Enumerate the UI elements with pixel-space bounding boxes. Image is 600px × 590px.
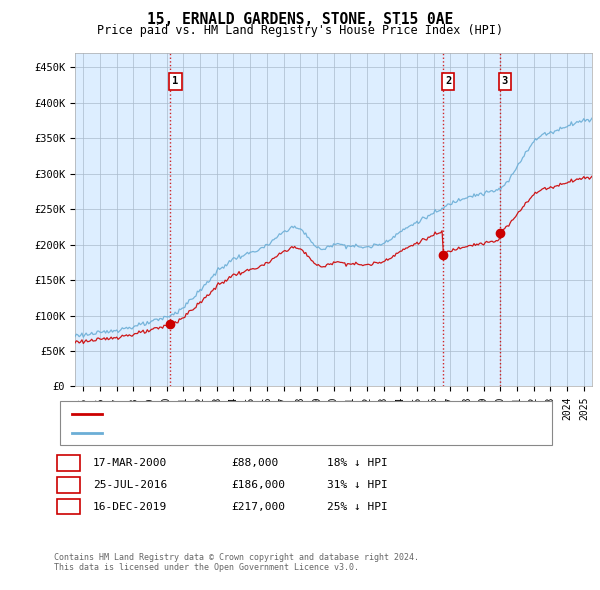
Text: 16-DEC-2019: 16-DEC-2019 — [93, 502, 167, 512]
Text: 2: 2 — [65, 480, 72, 490]
Text: £186,000: £186,000 — [231, 480, 285, 490]
Text: 2: 2 — [445, 77, 451, 87]
Text: 31% ↓ HPI: 31% ↓ HPI — [327, 480, 388, 490]
Text: 3: 3 — [65, 502, 72, 512]
Text: HPI: Average price, detached house, Stafford: HPI: Average price, detached house, Staf… — [111, 428, 386, 438]
Text: 1: 1 — [65, 458, 72, 468]
Text: This data is licensed under the Open Government Licence v3.0.: This data is licensed under the Open Gov… — [54, 563, 359, 572]
Text: 15, ERNALD GARDENS, STONE, ST15 0AE: 15, ERNALD GARDENS, STONE, ST15 0AE — [147, 12, 453, 27]
Text: 17-MAR-2000: 17-MAR-2000 — [93, 458, 167, 468]
Text: 1: 1 — [172, 77, 178, 87]
Text: 25% ↓ HPI: 25% ↓ HPI — [327, 502, 388, 512]
Text: Price paid vs. HM Land Registry's House Price Index (HPI): Price paid vs. HM Land Registry's House … — [97, 24, 503, 37]
Text: £88,000: £88,000 — [231, 458, 278, 468]
Text: 18% ↓ HPI: 18% ↓ HPI — [327, 458, 388, 468]
Text: 15, ERNALD GARDENS, STONE, ST15 0AE (detached house): 15, ERNALD GARDENS, STONE, ST15 0AE (det… — [111, 409, 436, 418]
Text: Contains HM Land Registry data © Crown copyright and database right 2024.: Contains HM Land Registry data © Crown c… — [54, 553, 419, 562]
Text: 25-JUL-2016: 25-JUL-2016 — [93, 480, 167, 490]
Text: £217,000: £217,000 — [231, 502, 285, 512]
Text: 3: 3 — [502, 77, 508, 87]
